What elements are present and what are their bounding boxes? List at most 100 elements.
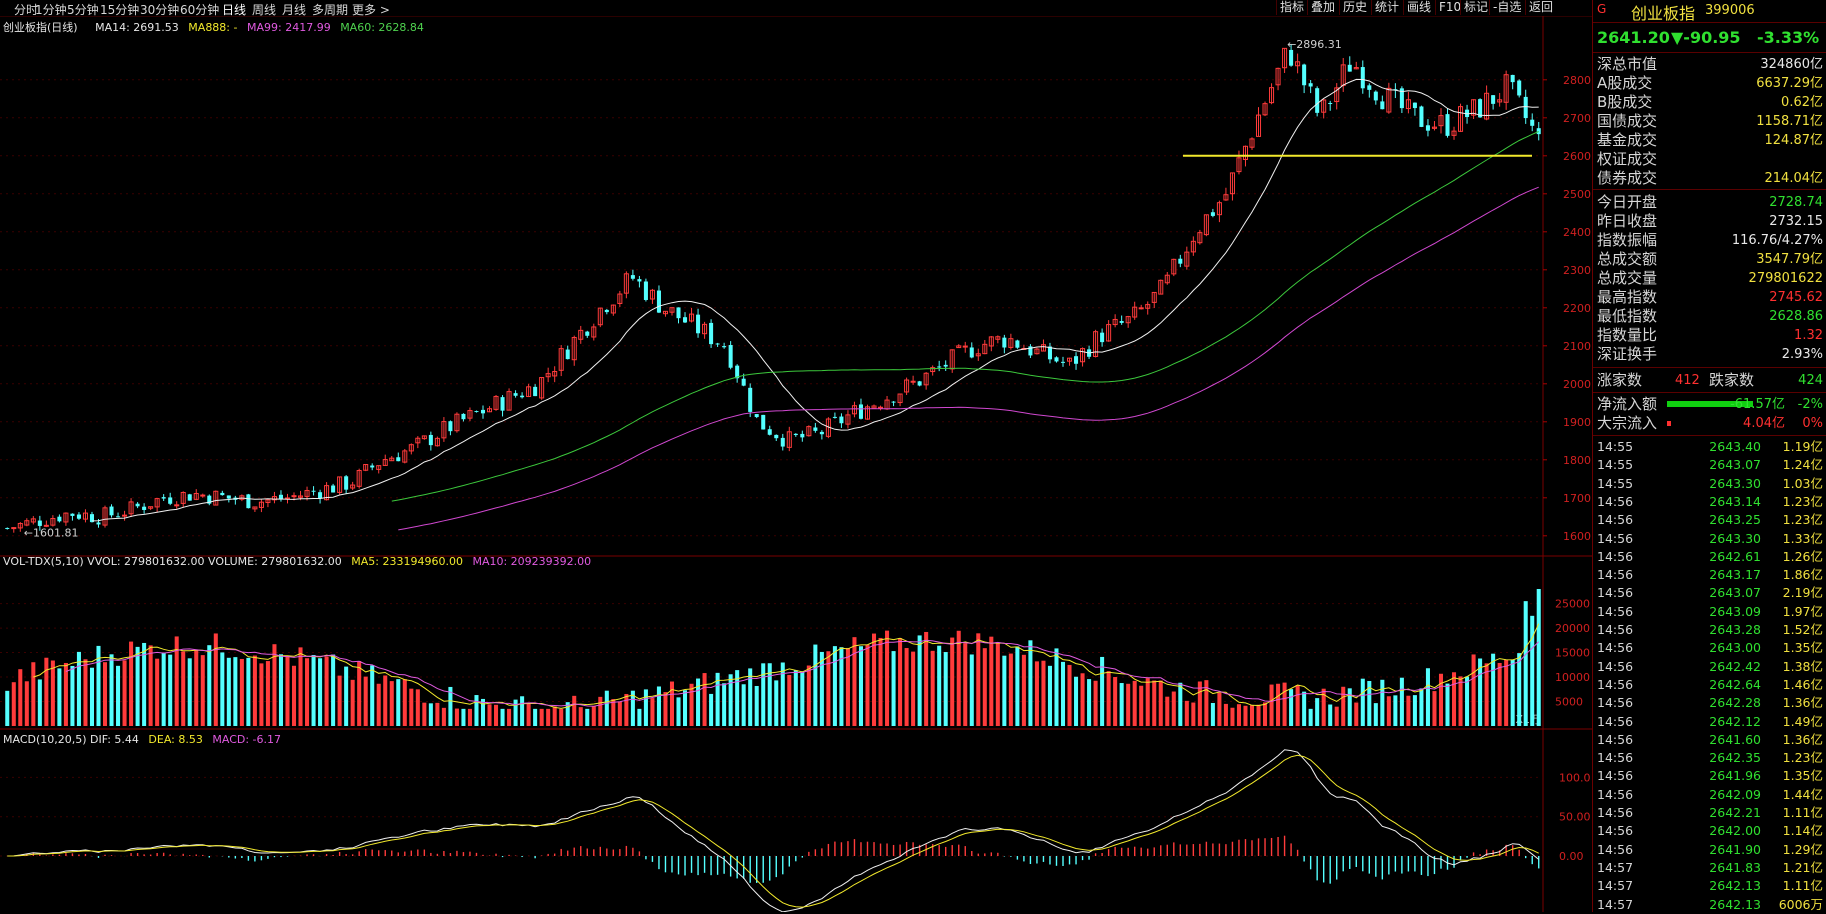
candle-up [1132, 306, 1138, 318]
candle-up [1138, 307, 1144, 310]
volume-bar-down [1087, 679, 1092, 726]
candle-up [617, 293, 623, 304]
volume-bar-up [1139, 685, 1144, 726]
candle-up [897, 393, 903, 404]
ma60-label: MA60: 2628.84 [340, 21, 424, 34]
btn-indicator[interactable]: 指标 [1276, 0, 1307, 15]
volume-bar-up [924, 631, 929, 726]
tick-price: 2643.25 [1709, 512, 1761, 528]
volume-bar-down [676, 697, 681, 726]
volume-bar-up [526, 703, 531, 726]
tf-item[interactable]: 多周期 [312, 3, 349, 17]
candle-down [1517, 80, 1522, 96]
volume-bar-down [943, 652, 948, 726]
stock-code: 399006 [1705, 3, 1755, 18]
volume-bar-up [194, 649, 199, 726]
up-count-label: 涨家数 [1597, 371, 1643, 389]
volume-bar-up [324, 656, 329, 726]
tick-time: 14:56 [1597, 841, 1634, 857]
btn-stats[interactable]: 统计 [1371, 0, 1402, 15]
volume-bar-down [1360, 678, 1365, 726]
volume-bar-down [1178, 682, 1183, 726]
volume-bar-down [246, 657, 251, 726]
tf-item[interactable]: 30分钟 [140, 3, 180, 17]
tick-time: 14:56 [1597, 750, 1634, 766]
kline-chart[interactable]: 2800 2700 2600 2500 2400 2300 2200 2100 2000 1900… [0, 16, 1592, 912]
candle-down [813, 427, 818, 431]
candle-down [76, 514, 81, 519]
btn-back[interactable]: 返回 [1525, 0, 1556, 15]
candle-down [57, 516, 62, 522]
volume-bar-down [1074, 676, 1079, 726]
volume-bar-up [1243, 705, 1248, 726]
candle-up [571, 337, 577, 361]
tick-price: 2643.40 [1709, 439, 1761, 454]
volume-bar-up [174, 636, 179, 726]
tick-volume: 1.52亿 [1782, 622, 1823, 637]
volume-bar-up [1067, 664, 1072, 726]
volume-bar-up [898, 638, 903, 726]
volume-bar-up [1249, 705, 1255, 726]
vol-tick-label: 15000 [1555, 647, 1590, 660]
volume-bar-up [285, 655, 290, 726]
volume-bar-down [57, 668, 62, 726]
candle-up [30, 518, 36, 523]
btn-mark[interactable]: 标记 [1460, 0, 1491, 15]
candle-up [1034, 348, 1040, 355]
volume-bar-up [363, 676, 368, 726]
candle-down [1302, 64, 1307, 86]
tick-row: 14:56 2643.09 1.97亿 [1593, 603, 1826, 621]
tf-item[interactable]: 60分钟 [180, 3, 220, 17]
tick-time: 14:56 [1597, 548, 1634, 564]
stat-value: 1158.71亿 [1756, 114, 1823, 129]
volume-bar-down [696, 678, 701, 726]
btn-history[interactable]: 历史 [1339, 0, 1370, 15]
tick-price: 2642.09 [1709, 786, 1761, 802]
candle-up [649, 289, 655, 300]
candle-down [1054, 357, 1059, 362]
btn-overlay[interactable]: 叠加 [1307, 0, 1338, 15]
tf-item[interactable]: 1分钟 [35, 3, 67, 17]
tf-item-active[interactable]: 日线 [222, 3, 247, 17]
stat-row: 基金成交 124.87亿 [1597, 131, 1823, 150]
low-annotation: ←1601.81 [24, 527, 79, 540]
tf-item[interactable]: 15分钟 [100, 3, 140, 17]
divider [1593, 189, 1826, 190]
tick-volume: 1.23亿 [1782, 512, 1823, 528]
candle-down [318, 492, 323, 499]
tf-item[interactable]: 月线 [282, 3, 307, 17]
btn-watchlist[interactable]: -自选 [1489, 0, 1524, 15]
tf-more[interactable]: 更多 > [352, 3, 390, 17]
candle-up [910, 380, 916, 383]
volume-bar-up [1113, 677, 1118, 726]
tf-item[interactable]: 5分钟 [67, 3, 99, 17]
tf-item[interactable]: 分时 [14, 3, 39, 17]
tf-item[interactable]: 周线 [252, 3, 277, 17]
tick-volume: 1.38亿 [1782, 658, 1823, 674]
volume-bar-down [1393, 695, 1398, 726]
volume-bar-down [396, 679, 401, 726]
btn-f10[interactable]: F10 [1435, 0, 1464, 15]
candle-up [995, 336, 1001, 340]
btn-draw[interactable]: 画线 [1403, 0, 1434, 15]
macd-dea-line [7, 754, 1539, 908]
volume-bar-up [31, 662, 36, 726]
candle-down [396, 457, 401, 462]
volume-bar-up [415, 689, 420, 726]
stat-label: 最高指数 [1597, 288, 1658, 306]
volume-bar-down [1367, 681, 1372, 726]
candle-down [311, 490, 316, 492]
tick-row: 14:56 2643.30 1.33亿 [1593, 530, 1826, 548]
macd-dif-label: MACD(10,20,5) DIF: 5.44 [3, 733, 139, 746]
volume-bar-down [1002, 655, 1007, 726]
volume-bar-down [428, 703, 433, 726]
volume-bar-down [474, 695, 479, 726]
candle-down [715, 343, 720, 345]
tick-row: 14:56 2643.17 1.86亿 [1593, 566, 1826, 584]
tick-row: 14:57 2642.13 1.11亿 [1593, 877, 1826, 895]
candle-up [1295, 61, 1301, 67]
volume-bar-down [1445, 683, 1450, 726]
volume-bar-down [220, 652, 225, 726]
volume-bar-down [109, 654, 114, 726]
candle-up [506, 391, 512, 411]
